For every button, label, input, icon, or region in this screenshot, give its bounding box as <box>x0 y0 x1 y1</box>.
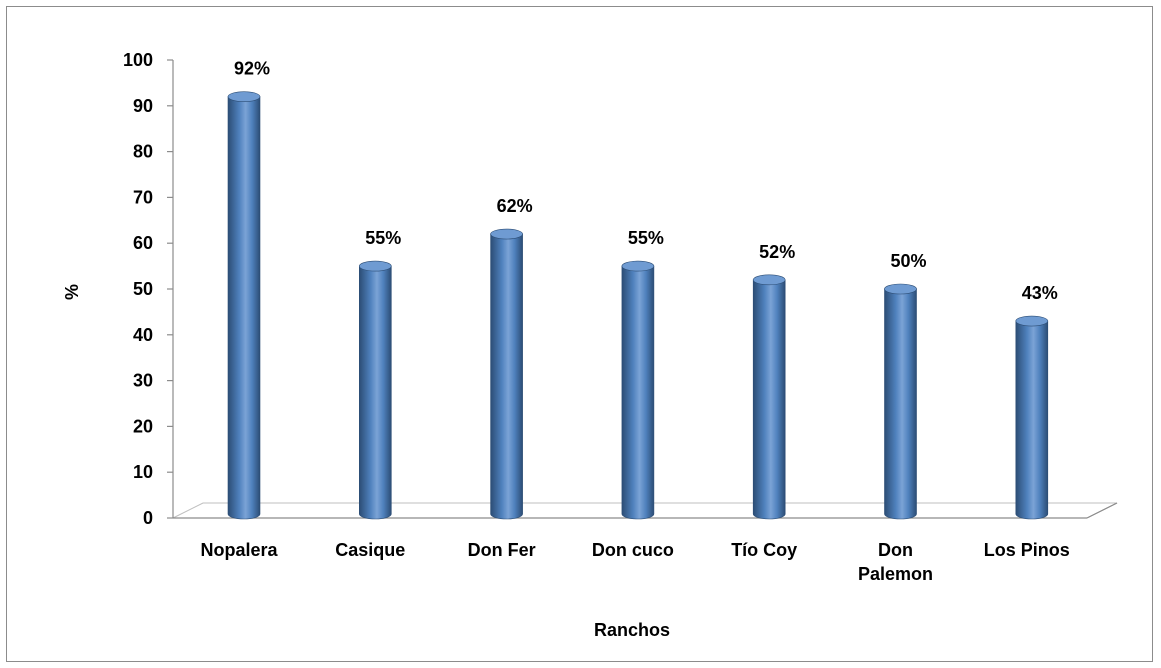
bar <box>752 274 786 520</box>
bar-body <box>621 265 655 520</box>
bar <box>621 260 655 520</box>
y-tick-label: 60 <box>133 233 153 253</box>
y-tick-label: 70 <box>133 187 153 207</box>
data-label: 92% <box>234 59 270 79</box>
y-tick-label: 40 <box>133 325 153 345</box>
bar-body <box>227 96 261 520</box>
x-tick-label: Don Fer <box>468 540 536 560</box>
bar <box>1015 315 1049 520</box>
x-axis-title: Ranchos <box>594 620 670 640</box>
bar <box>490 228 523 520</box>
y-tick-label: 90 <box>133 96 153 116</box>
y-tick-label: 20 <box>133 416 153 436</box>
floor-right-edge <box>1086 502 1118 519</box>
data-label: 55% <box>628 228 664 248</box>
data-label: 43% <box>1022 283 1058 303</box>
x-tick-label: Nopalera <box>200 540 278 560</box>
bar-top <box>358 260 392 272</box>
bar-top <box>884 283 917 295</box>
y-tick-label: 80 <box>133 142 153 162</box>
chart-frame: % Ranchos 0 10 20 30 40 50 60 70 80 90 100 92% Nopal… <box>6 6 1153 662</box>
y-tick-label: 100 <box>123 50 153 70</box>
labels: % Ranchos 0 10 20 30 40 50 60 70 80 90 100 92% Nopal… <box>62 50 1070 640</box>
data-label: 50% <box>890 251 926 271</box>
bars <box>227 91 1049 520</box>
x-tick-label: Casique <box>335 540 405 560</box>
bar-body <box>1015 320 1049 520</box>
bar-body <box>359 265 392 520</box>
bar-top <box>752 274 786 286</box>
x-tick-label: Los Pinos <box>984 540 1070 560</box>
x-tick-label: Don cuco <box>592 540 674 560</box>
bar-top <box>490 228 523 240</box>
y-tick-label: 50 <box>133 279 153 299</box>
x-tick-label: Don <box>878 540 913 560</box>
data-label: 52% <box>759 242 795 262</box>
data-label: 62% <box>497 196 533 216</box>
bar-body <box>752 279 786 520</box>
y-tick-label: 10 <box>133 462 153 482</box>
x-tick-label: Tío Coy <box>731 540 797 560</box>
bar-top <box>621 260 655 272</box>
bar-body <box>884 288 917 520</box>
x-tick-label: Palemon <box>858 564 933 584</box>
bar-top <box>227 91 261 102</box>
bar <box>227 91 261 520</box>
y-axis-title: % <box>62 284 82 300</box>
bar <box>358 260 392 520</box>
bar-top <box>1015 315 1049 327</box>
y-tick-label: 0 <box>143 508 153 528</box>
bar <box>884 283 917 520</box>
bar-chart: % Ranchos 0 10 20 30 40 50 60 70 80 90 100 92% Nopal… <box>62 50 1118 640</box>
y-tick-label: 30 <box>133 371 153 391</box>
data-label: 55% <box>365 228 401 248</box>
bar-body <box>490 233 523 520</box>
